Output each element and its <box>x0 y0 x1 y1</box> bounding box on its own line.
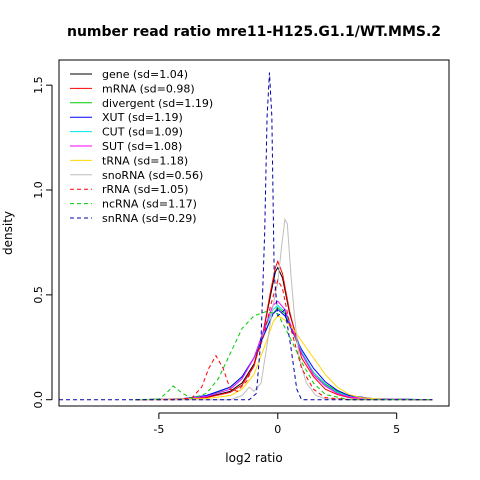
series-line-10 <box>59 72 433 401</box>
series-line-9 <box>135 311 433 401</box>
x-tick-label: 5 <box>393 423 400 436</box>
x-tick-label: -5 <box>153 423 164 436</box>
legend-label: rRNA (sd=1.05) <box>102 183 188 196</box>
legend-label: tRNA (sd=1.18) <box>102 154 188 167</box>
legend-label: ncRNA (sd=1.17) <box>102 198 197 211</box>
legend-label: CUT (sd=1.09) <box>102 126 183 139</box>
series-line-5 <box>135 300 433 401</box>
x-axis-label: log2 ratio <box>225 451 282 465</box>
y-tick-label: 0.5 <box>32 286 45 304</box>
plot-area-border <box>58 59 450 407</box>
series-line-8 <box>135 278 433 401</box>
x-tick-label: 0 <box>274 423 281 436</box>
series-line-7 <box>135 217 433 401</box>
legend-label: XUT (sd=1.19) <box>102 111 183 124</box>
legend-label: snRNA (sd=0.29) <box>102 212 197 225</box>
legend-label: SUT (sd=1.08) <box>102 140 182 153</box>
legend-label: mRNA (sd=0.98) <box>102 82 195 95</box>
y-tick-label: 1.5 <box>32 76 45 94</box>
legend-label: snoRNA (sd=0.56) <box>102 169 203 182</box>
legend-label: gene (sd=1.04) <box>102 68 188 81</box>
chart-title: number read ratio mre11-H125.G1.1/WT.MMS… <box>67 24 441 40</box>
y-axis-label: density <box>1 211 15 255</box>
y-tick-label: 0.0 <box>32 391 45 409</box>
data-series <box>59 72 433 401</box>
y-tick-label: 1.0 <box>32 181 45 199</box>
legend: gene (sd=1.04)mRNA (sd=0.98) divergent (s… <box>70 68 213 225</box>
axes: -5 0 5 0.0 0.5 1.0 1.5 <box>32 76 400 436</box>
series-line-3 <box>135 308 433 401</box>
series-line-1 <box>135 259 433 401</box>
legend-label: divergent (sd=1.19) <box>102 97 213 110</box>
